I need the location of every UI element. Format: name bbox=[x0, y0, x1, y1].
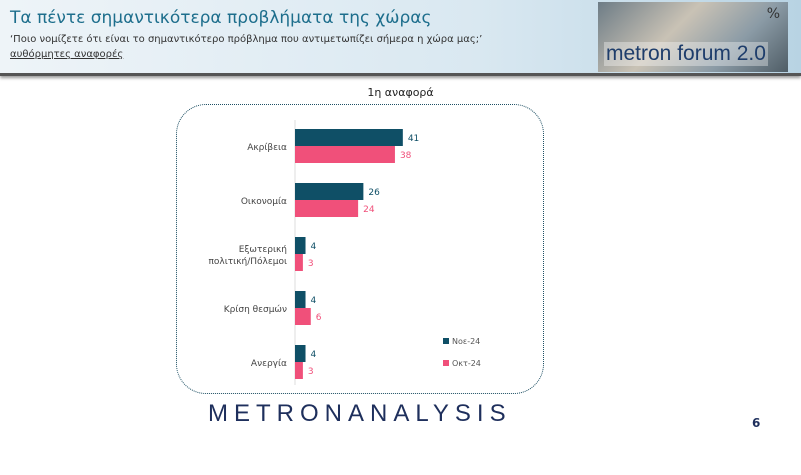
category-label: Οικονομία bbox=[241, 197, 287, 207]
metron-forum-logo: % metron forum 2.0 bbox=[598, 2, 788, 72]
data-label: 38 bbox=[400, 151, 412, 161]
category-label: Ακρίβεια bbox=[247, 143, 287, 153]
category-label: Ανεργία bbox=[251, 359, 287, 369]
data-label: 26 bbox=[368, 188, 380, 198]
data-label: 24 bbox=[363, 205, 375, 215]
data-label: 6 bbox=[316, 313, 322, 323]
data-label: 3 bbox=[308, 367, 314, 377]
legend-label: Νοε-24 bbox=[452, 337, 480, 346]
bar-oct-24 bbox=[295, 362, 303, 379]
bar-nov-24 bbox=[295, 237, 306, 254]
chart-frame bbox=[176, 104, 544, 394]
bar-oct-24 bbox=[295, 146, 395, 163]
data-label: 4 bbox=[311, 350, 317, 360]
bar-nov-24 bbox=[295, 129, 403, 146]
percent-icon: % bbox=[766, 6, 780, 22]
data-label: 3 bbox=[308, 259, 314, 269]
bar-oct-24 bbox=[295, 308, 311, 325]
page-number: 6 bbox=[752, 416, 761, 430]
chart-title: 1η αναφορά bbox=[367, 86, 434, 99]
data-label: 4 bbox=[311, 296, 317, 306]
page-title: Τα πέντε σημαντικότερα προβλήματα της χώ… bbox=[10, 8, 432, 28]
header: Τα πέντε σημαντικότερα προβλήματα της χώ… bbox=[0, 0, 801, 76]
bar-nov-24 bbox=[295, 291, 306, 308]
logo-text: metron forum 2.0 bbox=[604, 42, 768, 66]
bar-nov-24 bbox=[295, 183, 364, 200]
category-label: Κρίση θεσμών bbox=[224, 304, 287, 315]
data-label: 4 bbox=[311, 242, 317, 252]
bar-oct-24 bbox=[295, 200, 359, 217]
legend-swatch bbox=[443, 338, 449, 344]
category-label: Εξωτερική bbox=[239, 245, 287, 255]
metron-analysis-logo: METRONANALYSIS bbox=[208, 400, 512, 427]
bar-oct-24 bbox=[295, 254, 303, 271]
legend-swatch bbox=[443, 360, 449, 366]
bar-nov-24 bbox=[295, 345, 306, 362]
question-subtitle: ‘Ποιο νομίζετε ότι είναι το σημαντικότερ… bbox=[10, 34, 483, 45]
category-label: πολιτική/Πόλεμοι bbox=[208, 256, 287, 267]
spontaneous-mentions-link[interactable]: αυθόρμητες αναφορές bbox=[10, 49, 124, 60]
data-label: 41 bbox=[408, 134, 419, 144]
legend-label: Οκτ-24 bbox=[452, 359, 481, 368]
